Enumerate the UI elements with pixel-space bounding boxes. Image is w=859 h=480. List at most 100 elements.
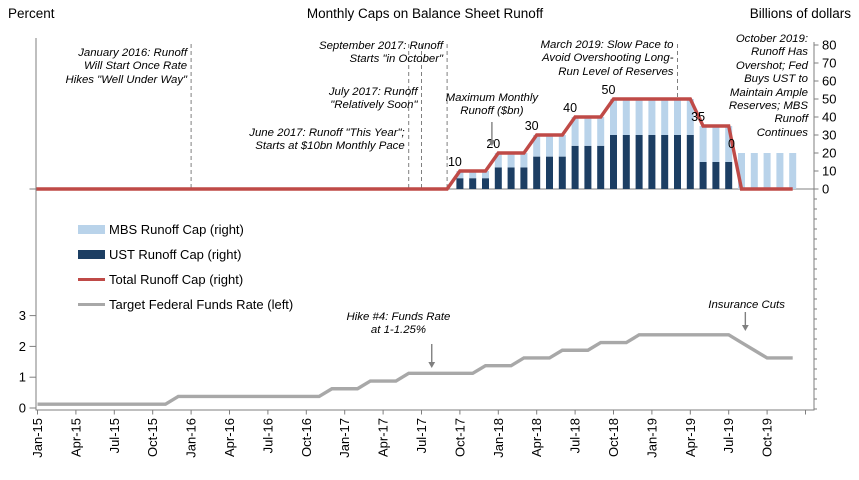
ust-cap-bar bbox=[456, 178, 464, 189]
legend-label: Target Federal Funds Rate (left) bbox=[109, 297, 294, 312]
mbs-cap-bar bbox=[482, 171, 489, 179]
x-axis-tick-label: Jan-16 bbox=[184, 418, 199, 458]
right-axis-tick-label: 0 bbox=[822, 182, 829, 197]
mbs-cap-bar bbox=[725, 126, 733, 162]
left-axis-tick-label: 3 bbox=[19, 308, 26, 323]
right-axis-ticks: 0 10 20 30 40 50 60 70 80 bbox=[814, 38, 836, 410]
x-axis-tick-label: Jan-15 bbox=[30, 418, 45, 458]
cap-step-label: 40 bbox=[563, 101, 577, 115]
ust-cap-bar bbox=[494, 167, 502, 189]
chart-title: Monthly Caps on Balance Sheet Runoff bbox=[306, 6, 544, 21]
cap-step-label: 30 bbox=[525, 119, 539, 133]
ust-cap-bar bbox=[533, 156, 541, 189]
mbs-cap-bar bbox=[686, 99, 694, 135]
ust-cap-bar bbox=[597, 145, 605, 189]
event-lines bbox=[190, 44, 678, 189]
legend-swatch-total bbox=[78, 277, 105, 282]
legend-item-fed-funds-rate: Target Federal Funds Rate (left) bbox=[78, 292, 293, 317]
legend-item-ust-runoff-cap: UST Runoff Cap (right) bbox=[78, 242, 293, 267]
legend-swatch-rate bbox=[78, 302, 105, 307]
x-axis-tick-label: Jan-17 bbox=[337, 418, 352, 458]
mbs-cap-bar bbox=[622, 99, 630, 135]
x-axis-tick-label: Jul-15 bbox=[107, 418, 122, 453]
ust-cap-bar bbox=[622, 135, 630, 189]
mbs-cap-bar bbox=[674, 99, 681, 135]
mbs-cap-bar bbox=[456, 171, 464, 179]
mbs-cap-bar bbox=[597, 117, 605, 146]
cap-step-label: 50 bbox=[602, 83, 616, 97]
ust-cap-bar bbox=[648, 135, 656, 189]
mbs-cap-bar bbox=[533, 135, 541, 157]
ust-cap-bar bbox=[712, 162, 720, 189]
fed-funds-rate-line bbox=[37, 333, 793, 406]
mbs-cap-bar bbox=[648, 99, 656, 135]
ust-cap-bar bbox=[558, 156, 566, 189]
mbs-cap-bar bbox=[789, 153, 797, 189]
ust-cap-bar bbox=[661, 135, 669, 189]
ust-cap-bar bbox=[520, 167, 528, 189]
ust-cap-bar bbox=[469, 178, 477, 189]
right-axis-tick-label: 20 bbox=[822, 146, 836, 161]
ust-cap-bar bbox=[674, 135, 681, 189]
annotation-arrows bbox=[428, 122, 749, 368]
chart-legend: MBS Runoff Cap (right) UST Runoff Cap (r… bbox=[78, 217, 293, 317]
left-axis-ticks: 0 1 2 3 bbox=[19, 188, 36, 416]
x-axis-tick-label: Apr-15 bbox=[68, 418, 83, 457]
x-axis-tick-label: Jul-16 bbox=[260, 418, 275, 453]
annotation-arrow-head bbox=[428, 362, 436, 368]
cap-step-label: 0 bbox=[728, 137, 735, 151]
ust-cap-bar bbox=[635, 135, 643, 189]
right-axis-title: Billions of dollars bbox=[749, 6, 851, 21]
left-axis-title: Percent bbox=[8, 6, 55, 21]
runoff-cap-bars bbox=[456, 99, 797, 189]
ust-cap-bar bbox=[725, 162, 733, 189]
right-axis-tick-label: 80 bbox=[822, 38, 836, 53]
mbs-cap-bar bbox=[661, 99, 669, 135]
ust-cap-bar bbox=[610, 135, 617, 189]
x-axis-tick-label: Jul-18 bbox=[568, 418, 583, 453]
cap-step-labels: 10 20 30 40 50 35 0 bbox=[448, 83, 735, 169]
x-axis-tick-label: Jan-18 bbox=[491, 418, 506, 458]
mbs-cap-bar bbox=[469, 171, 477, 179]
right-axis-tick-label: 50 bbox=[822, 92, 836, 107]
ust-cap-bar bbox=[699, 162, 707, 189]
mbs-cap-bar bbox=[763, 153, 771, 189]
x-axis-tick-label: Oct-17 bbox=[452, 418, 467, 457]
x-axis-tick-label: Oct-19 bbox=[760, 418, 775, 457]
right-axis-tick-label: 40 bbox=[822, 110, 836, 125]
mbs-cap-bar bbox=[546, 135, 553, 157]
x-axis-tick-label: Jul-19 bbox=[721, 418, 736, 453]
x-axis-tick-label: Jul-17 bbox=[414, 418, 429, 453]
right-axis-tick-label: 60 bbox=[822, 74, 836, 89]
right-axis-tick-label: 70 bbox=[822, 56, 836, 71]
left-axis-tick-label: 1 bbox=[19, 370, 26, 385]
annotation-arrow-head bbox=[488, 140, 496, 146]
legend-item-mbs-runoff-cap: MBS Runoff Cap (right) bbox=[78, 217, 293, 242]
mbs-cap-bar bbox=[571, 117, 579, 146]
x-axis-tick-label: Apr-18 bbox=[529, 418, 544, 457]
x-axis-tick-label: Oct-16 bbox=[299, 418, 314, 457]
mbs-cap-bar bbox=[520, 153, 528, 168]
ust-cap-bar bbox=[546, 156, 553, 189]
ust-cap-bar bbox=[507, 167, 515, 189]
mbs-cap-bar bbox=[738, 153, 745, 189]
cap-step-label: 35 bbox=[691, 110, 705, 124]
total-runoff-cap-line bbox=[36, 97, 793, 191]
x-axis-tick-label: Apr-16 bbox=[222, 418, 237, 457]
mbs-cap-bar bbox=[584, 117, 592, 146]
x-axis-tick-label: Apr-19 bbox=[683, 418, 698, 457]
ust-cap-bar bbox=[686, 135, 694, 189]
mbs-cap-bar bbox=[494, 153, 502, 168]
right-axis-tick-label: 10 bbox=[822, 164, 836, 179]
mbs-cap-bar bbox=[712, 126, 720, 162]
legend-label: Total Runoff Cap (right) bbox=[109, 272, 244, 287]
x-axis-tick-label: Apr-17 bbox=[376, 418, 391, 457]
legend-label: MBS Runoff Cap (right) bbox=[109, 222, 244, 237]
mbs-cap-bar bbox=[610, 99, 617, 135]
mbs-cap-bar bbox=[558, 135, 566, 157]
right-axis-tick-label: 30 bbox=[822, 128, 836, 143]
x-axis-tick-label: Jan-19 bbox=[644, 418, 659, 458]
mbs-cap-bar bbox=[507, 153, 515, 168]
cap-step-label: 10 bbox=[448, 155, 462, 169]
ust-cap-bar bbox=[571, 145, 579, 189]
